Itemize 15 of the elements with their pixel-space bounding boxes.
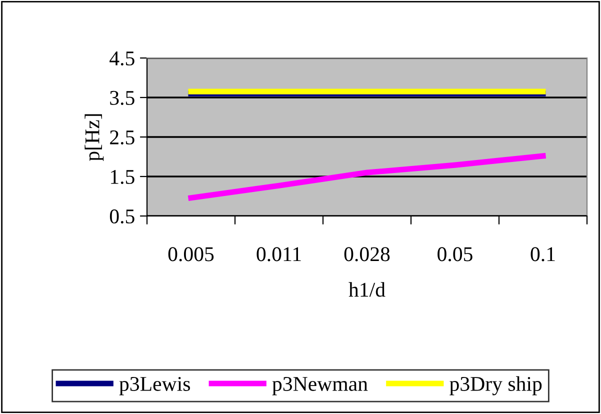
y-tick-label: 2.5 (110, 130, 134, 145)
legend-label: p3Dry ship (450, 376, 542, 396)
x-axis-title: h1/d (348, 282, 386, 297)
legend-label: p3Lewis (119, 376, 190, 396)
legend-label: p3Newman (272, 376, 368, 396)
y-tick-label: 3.5 (110, 90, 134, 106)
x-tick-label: 0.05 (438, 247, 472, 262)
x-tick-label: 0.028 (344, 247, 390, 262)
x-tick-label: 0.005 (168, 247, 214, 262)
y-tick-label: 4.5 (110, 52, 134, 66)
x-tick-label: 0.1 (530, 247, 555, 262)
y-axis-title: p[Hz] (84, 114, 104, 161)
x-tick-label: 0.011 (256, 247, 301, 262)
y-tick-label: 1.5 (110, 170, 134, 184)
y-tick-label: 0.5 (110, 209, 134, 224)
